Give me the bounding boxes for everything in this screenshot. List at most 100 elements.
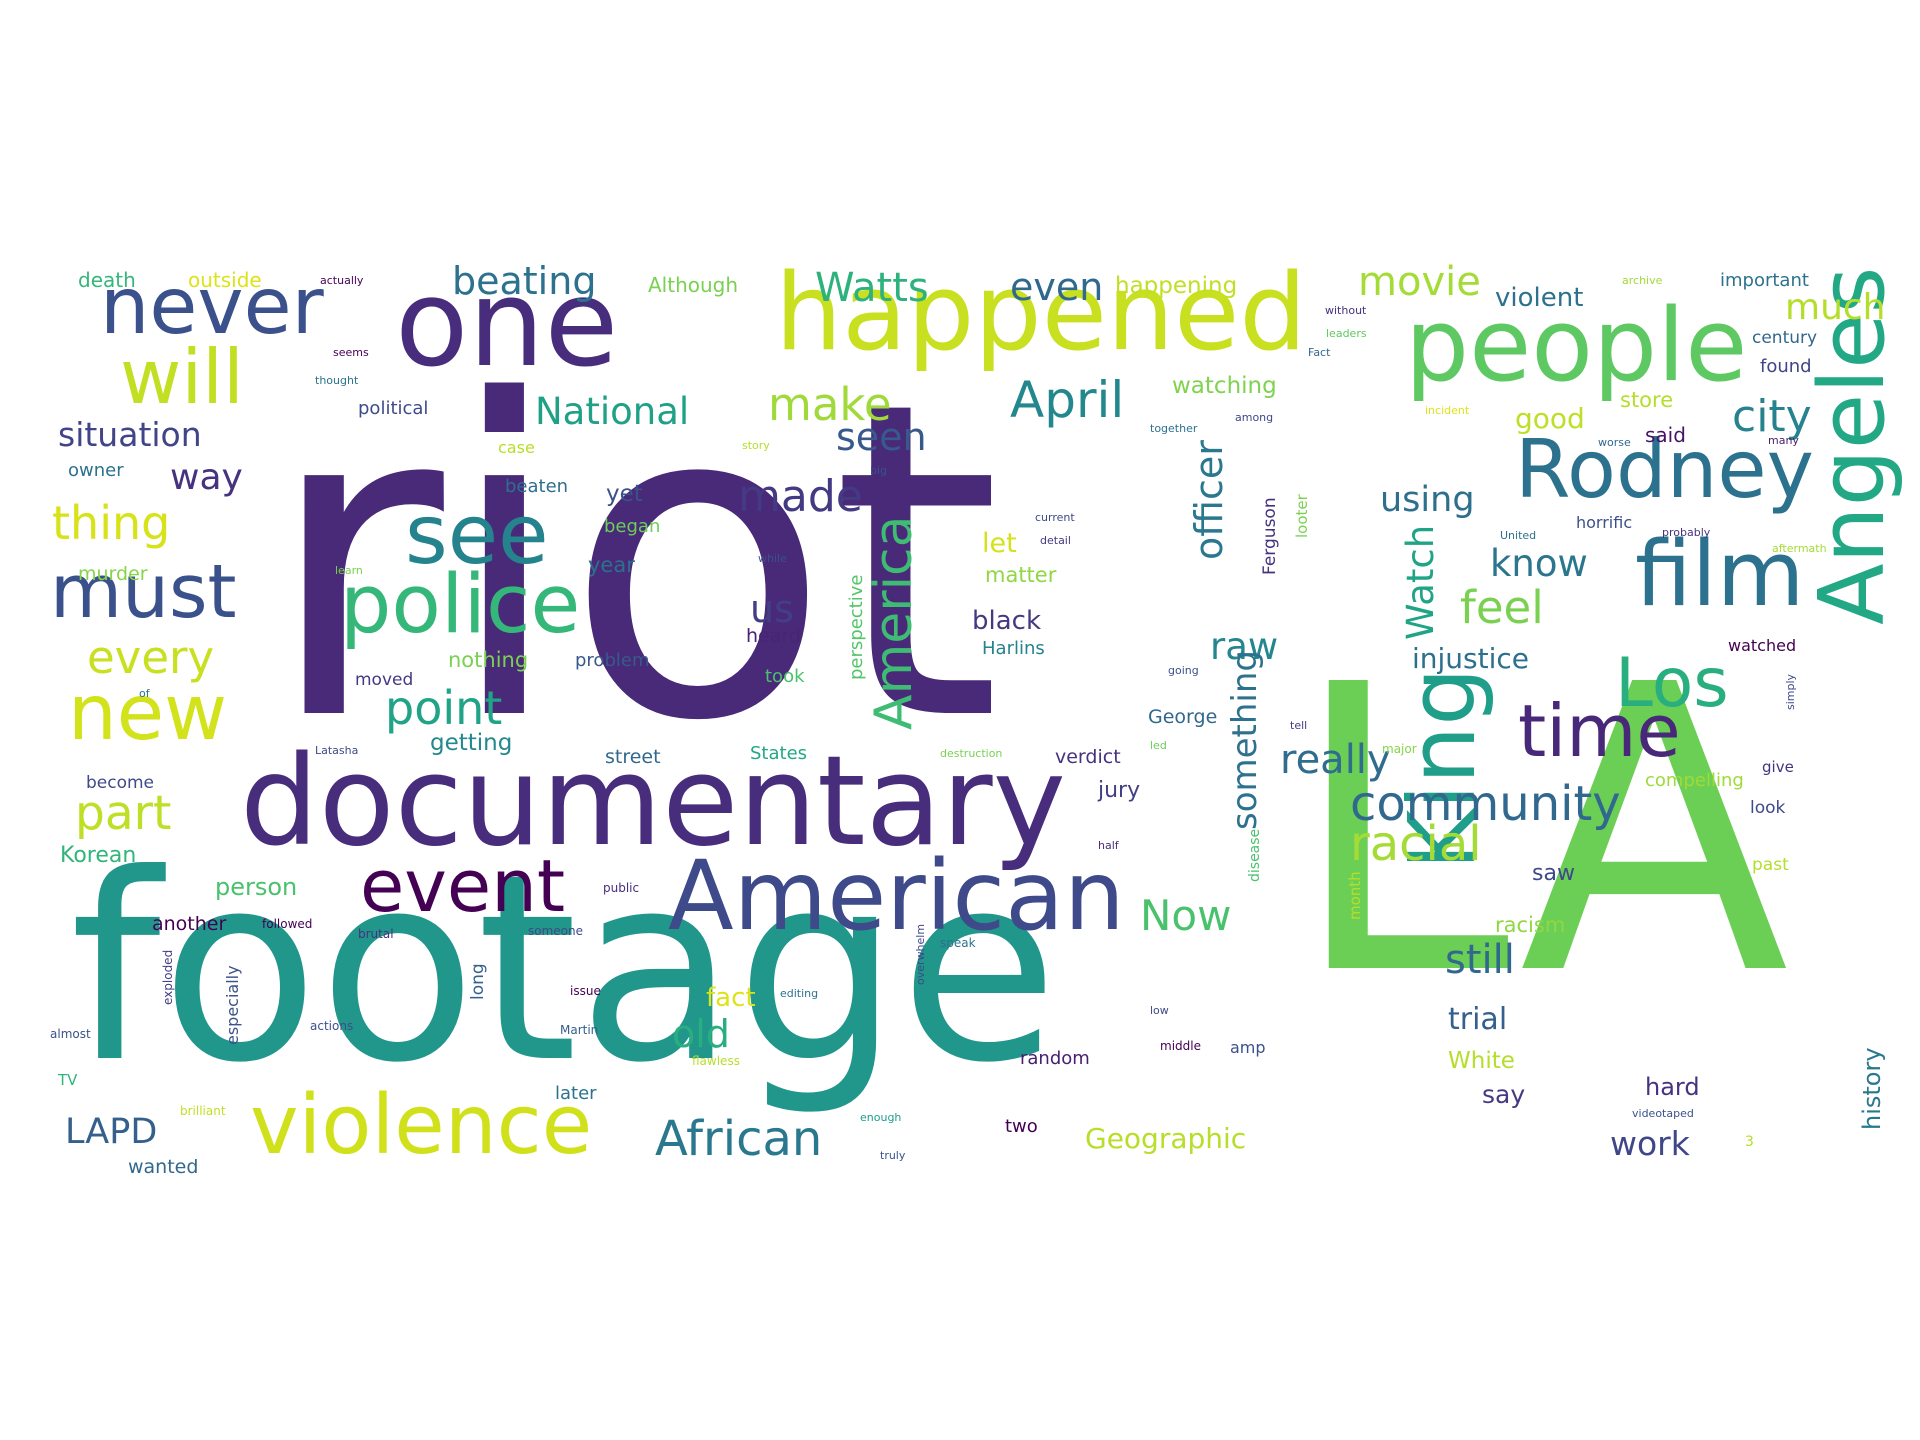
word-145: major: [1382, 742, 1417, 756]
word-136: editing: [780, 987, 819, 1000]
word-169: without: [1325, 304, 1367, 317]
word-20: Los: [1615, 644, 1729, 723]
word-115: past: [1752, 855, 1789, 875]
word-0: riot: [265, 309, 1002, 816]
word-80: jury: [1098, 778, 1141, 803]
word-91: good: [1515, 402, 1585, 435]
word-64: Although: [648, 273, 739, 297]
word-26: racial: [1350, 816, 1482, 872]
word-39: seen: [836, 415, 927, 459]
word-40: officer: [1187, 440, 1231, 560]
word-94: death: [78, 268, 136, 292]
word-126: almost: [50, 1027, 91, 1041]
word-171: archive: [1622, 274, 1663, 287]
word-141: flawless: [692, 1054, 740, 1068]
word-9: film: [1635, 522, 1805, 627]
word-131: public: [603, 881, 640, 895]
word-65: happening: [1115, 273, 1238, 299]
word-50: know: [1490, 542, 1588, 585]
word-70: year: [588, 553, 635, 577]
word-51: using: [1380, 480, 1475, 520]
word-62: history: [1858, 1047, 1886, 1130]
word-22: African: [655, 1111, 823, 1167]
word-43: Now: [1140, 891, 1232, 940]
word-60: getting: [430, 730, 513, 756]
word-87: hard: [1645, 1073, 1700, 1101]
word-7: American: [668, 840, 1125, 952]
word-128: actions: [310, 1019, 354, 1033]
word-41: feel: [1460, 581, 1544, 634]
word-49: much: [1785, 287, 1886, 328]
word-59: Geographic: [1085, 1122, 1247, 1155]
word-34: Watts: [815, 265, 929, 311]
word-117: political: [358, 398, 429, 419]
word-101: took: [765, 666, 805, 687]
word-23: America: [864, 515, 924, 731]
word-138: enough: [860, 1111, 902, 1124]
word-67: matter: [985, 563, 1057, 587]
word-33: National: [535, 390, 690, 433]
word-146: half: [1098, 839, 1119, 852]
word-5: happened: [775, 251, 1307, 374]
word-75: Harlins: [982, 638, 1045, 659]
word-149: going: [1168, 664, 1199, 677]
word-1: LA: [1290, 602, 1790, 1062]
word-71: Ferguson: [1260, 497, 1280, 575]
word-84: especially: [223, 965, 242, 1045]
word-113: compelling: [1645, 770, 1744, 791]
word-127: exploded: [161, 949, 175, 1005]
word-27: point: [385, 681, 503, 735]
word-58: black: [972, 606, 1042, 636]
word-54: old: [672, 1012, 730, 1056]
word-148: tell: [1290, 719, 1308, 732]
word-30: every: [87, 631, 215, 684]
word-83: another: [152, 913, 227, 935]
word-77: verdict: [1055, 746, 1121, 768]
word-157: many: [1768, 434, 1799, 447]
word-140: overwhelm: [914, 923, 927, 985]
word-32: made: [738, 471, 863, 522]
word-18: new: [68, 669, 228, 758]
word-46: raw: [1210, 625, 1279, 668]
word-164: learn: [335, 564, 363, 577]
word-151: simply: [1784, 673, 1797, 710]
word-44: really: [1280, 737, 1391, 783]
word-29: thing: [52, 496, 171, 550]
word-25: April: [1010, 371, 1125, 429]
word-12: see: [405, 488, 549, 583]
word-14: must: [50, 549, 237, 635]
word-162: thought: [315, 374, 359, 387]
word-132: followed: [262, 917, 313, 931]
word-19: event: [360, 844, 566, 928]
word-154: probably: [1662, 526, 1711, 539]
word-105: random: [1020, 1048, 1090, 1069]
word-88: White: [1448, 1048, 1515, 1074]
word-143: videotaped: [1632, 1107, 1694, 1120]
word-55: LAPD: [65, 1112, 158, 1152]
word-100: heard: [746, 625, 801, 647]
word-142: middle: [1160, 1039, 1201, 1053]
word-125: TV: [58, 1071, 78, 1089]
word-118: case: [498, 438, 535, 457]
word-134: speak: [940, 936, 976, 950]
word-112: watched: [1728, 636, 1797, 655]
word-98: beaten: [505, 476, 569, 497]
word-97: owner: [68, 460, 124, 481]
word-53: injustice: [1412, 642, 1530, 675]
word-174: low: [1150, 1004, 1169, 1017]
word-106: two: [1005, 1116, 1038, 1137]
word-160: story: [742, 439, 770, 452]
word-159: together: [1150, 422, 1198, 435]
word-155: incident: [1425, 404, 1470, 417]
word-73: nothing: [448, 648, 529, 672]
word-130: brutal: [358, 927, 394, 941]
word-2: footage: [70, 819, 1059, 1119]
word-114: look: [1750, 798, 1786, 818]
word-170: leaders: [1326, 327, 1367, 340]
word-150: led: [1150, 739, 1167, 752]
word-144: destruction: [940, 747, 1003, 760]
word-93: store: [1620, 388, 1674, 412]
word-24: community: [1350, 776, 1621, 832]
word-66: watching: [1172, 373, 1277, 399]
word-48: way: [170, 457, 243, 498]
